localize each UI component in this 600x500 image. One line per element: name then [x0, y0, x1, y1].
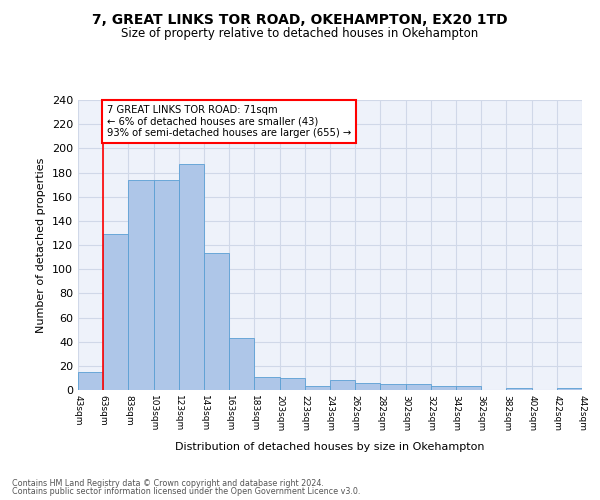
Text: 7, GREAT LINKS TOR ROAD, OKEHAMPTON, EX20 1TD: 7, GREAT LINKS TOR ROAD, OKEHAMPTON, EX2… [92, 12, 508, 26]
Bar [103, 234, 128, 390]
Bar [506, 388, 532, 390]
Bar [330, 380, 355, 390]
Bar [280, 378, 305, 390]
Bar [305, 386, 330, 390]
Bar [154, 180, 179, 390]
Bar [557, 388, 582, 390]
Bar [179, 164, 204, 390]
Y-axis label: Number of detached properties: Number of detached properties [37, 158, 46, 332]
Bar [229, 338, 254, 390]
Bar [431, 386, 456, 390]
Text: Size of property relative to detached houses in Okehampton: Size of property relative to detached ho… [121, 28, 479, 40]
Text: Distribution of detached houses by size in Okehampton: Distribution of detached houses by size … [175, 442, 485, 452]
Text: 7 GREAT LINKS TOR ROAD: 71sqm
← 6% of detached houses are smaller (43)
93% of se: 7 GREAT LINKS TOR ROAD: 71sqm ← 6% of de… [107, 105, 351, 138]
Bar [254, 376, 280, 390]
Bar [406, 384, 431, 390]
Bar [380, 384, 406, 390]
Bar [78, 372, 103, 390]
Bar [204, 254, 229, 390]
Text: Contains public sector information licensed under the Open Government Licence v3: Contains public sector information licen… [12, 487, 361, 496]
Text: Contains HM Land Registry data © Crown copyright and database right 2024.: Contains HM Land Registry data © Crown c… [12, 478, 324, 488]
Bar [355, 383, 380, 390]
Bar [456, 386, 481, 390]
Bar [128, 180, 154, 390]
